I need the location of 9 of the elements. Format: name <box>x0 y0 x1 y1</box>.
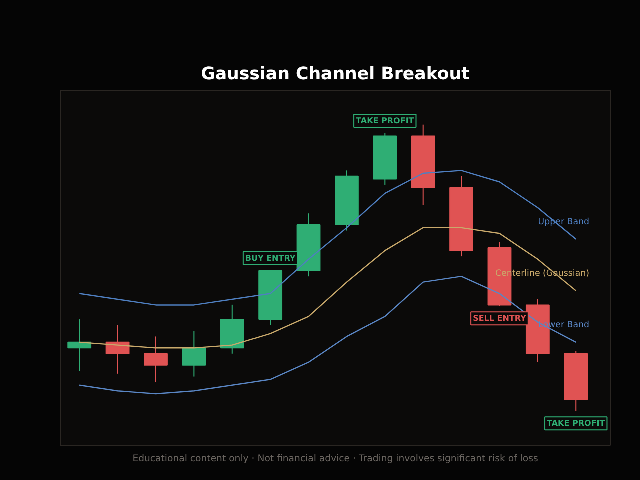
annotation: BUY ENTRY <box>245 254 296 263</box>
chart-title: Gaussian Channel Breakout <box>201 64 470 84</box>
annotation: TAKE PROFIT <box>547 419 606 428</box>
annotation: TAKE PROFIT <box>356 116 415 126</box>
candlestick <box>106 324 130 374</box>
candlestick <box>144 336 168 384</box>
text: Educational content only · Not financial advice · Trading involves significant risk of loss <box>132 454 538 464</box>
annotation: SELL ENTRY <box>473 314 527 324</box>
candlestick <box>182 330 206 378</box>
